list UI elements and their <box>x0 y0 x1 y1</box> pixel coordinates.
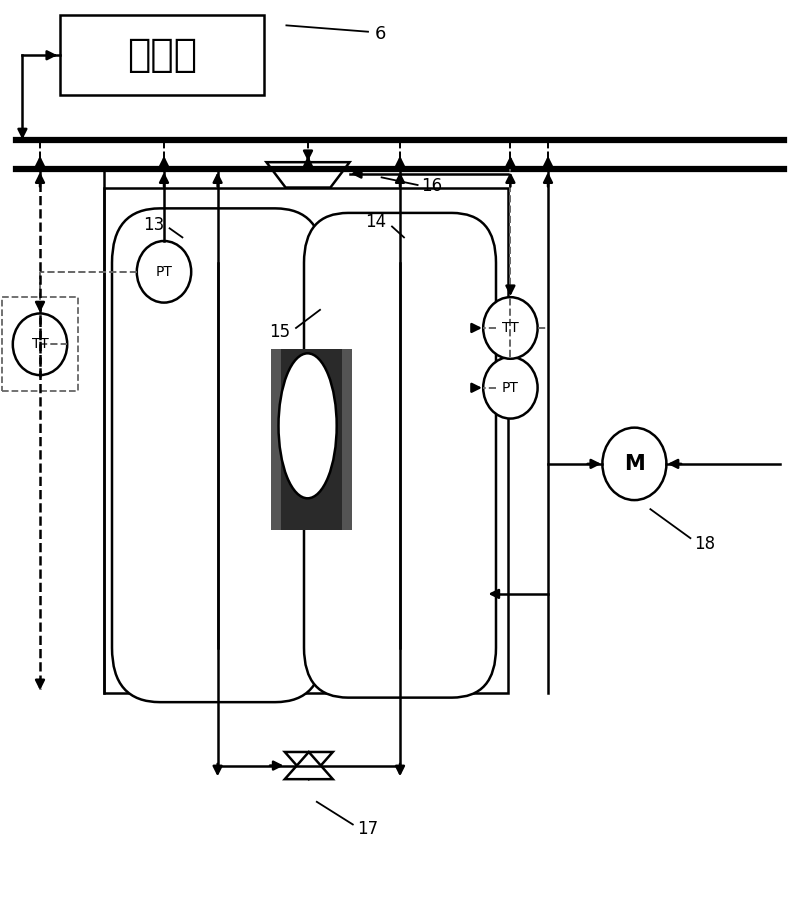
Circle shape <box>483 297 538 359</box>
FancyBboxPatch shape <box>60 15 264 95</box>
Text: TT: TT <box>32 337 48 352</box>
Text: 6: 6 <box>374 24 386 43</box>
FancyBboxPatch shape <box>293 439 312 453</box>
Text: PT: PT <box>155 265 173 279</box>
FancyBboxPatch shape <box>271 349 352 530</box>
Text: 16: 16 <box>422 178 442 196</box>
Ellipse shape <box>278 353 337 498</box>
Polygon shape <box>266 162 350 188</box>
FancyBboxPatch shape <box>342 349 352 530</box>
Polygon shape <box>310 382 328 415</box>
FancyBboxPatch shape <box>271 349 281 530</box>
Text: 13: 13 <box>142 216 164 234</box>
Text: 18: 18 <box>694 535 715 553</box>
FancyBboxPatch shape <box>112 208 323 702</box>
Polygon shape <box>285 752 333 779</box>
Text: 15: 15 <box>270 323 290 341</box>
FancyBboxPatch shape <box>304 213 496 698</box>
Text: TT: TT <box>502 321 518 335</box>
Text: M: M <box>624 454 645 474</box>
Text: PT: PT <box>502 381 519 395</box>
Circle shape <box>137 241 191 303</box>
Text: 14: 14 <box>366 213 386 231</box>
FancyBboxPatch shape <box>293 391 312 406</box>
Polygon shape <box>285 752 333 779</box>
Circle shape <box>13 313 67 375</box>
Circle shape <box>602 428 666 500</box>
Circle shape <box>483 357 538 419</box>
Text: 上位机: 上位机 <box>127 36 197 74</box>
Text: 17: 17 <box>357 820 378 838</box>
Polygon shape <box>310 429 328 462</box>
